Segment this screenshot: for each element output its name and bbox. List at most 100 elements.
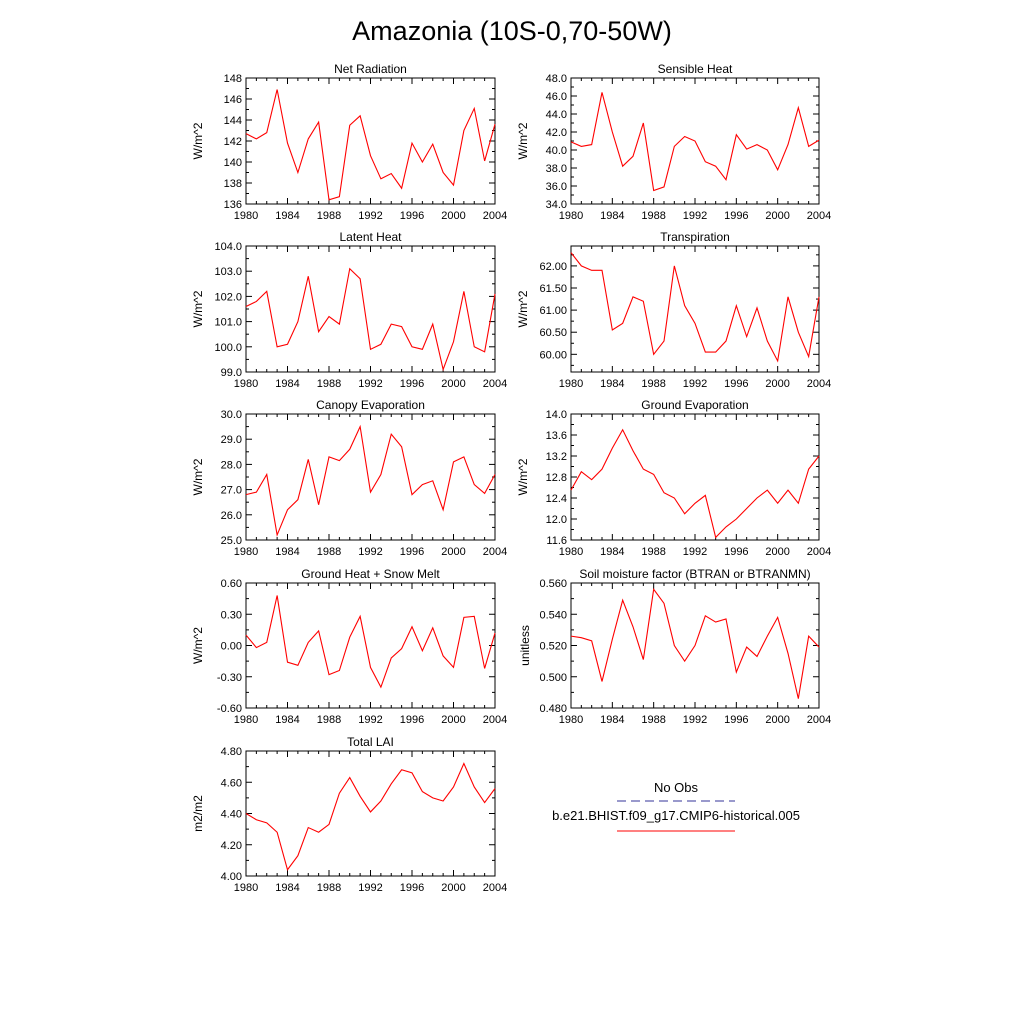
x-tick-label: 1980: [234, 210, 258, 222]
y-tick-label: 4.60: [221, 777, 242, 789]
y-axis-label: unitless: [518, 625, 532, 666]
y-tick-label: 12.4: [546, 493, 567, 505]
x-tick-label: 2000: [441, 210, 465, 222]
x-tick-label: 2000: [441, 714, 465, 726]
series-line-0: [570, 92, 820, 192]
y-tick-label: 25.0: [221, 535, 242, 547]
x-tick-label: 1980: [234, 378, 258, 390]
x-tick-label: 2000: [765, 714, 789, 726]
y-tick-label: 4.20: [221, 840, 242, 852]
y-tick-label: 99.0: [221, 367, 242, 379]
y-axis-label: m2/m2: [191, 795, 205, 832]
x-tick-label: 1996: [724, 378, 748, 390]
x-tick-label: 1980: [559, 546, 583, 558]
x-tick-label: 1996: [724, 210, 748, 222]
panels: Net Radiation 1980 1984 1988 1992 1996 2000 200…: [191, 62, 831, 894]
x-tick-label: 1984: [600, 210, 624, 222]
x-tick-label: 1988: [641, 546, 665, 558]
y-tick-label: 28.0: [221, 459, 242, 471]
x-tick-label: 1980: [234, 546, 258, 558]
x-tick-label: 2004: [483, 882, 507, 894]
y-tick-label: 4.00: [221, 871, 242, 883]
x-tick-label: 2000: [441, 882, 465, 894]
x-tick-label: 1988: [641, 378, 665, 390]
y-tick-label: 61.00: [539, 305, 567, 317]
y-tick-label: 36.0: [546, 181, 567, 193]
x-tick-label: 1980: [559, 378, 583, 390]
x-tick-label: 2000: [765, 378, 789, 390]
x-tick-label: 1984: [600, 546, 624, 558]
legend-label-model: b.e21.BHIST.f09_g17.CMIP6-historical.005: [552, 808, 800, 823]
y-tick-label: 30.0: [221, 409, 242, 421]
x-tick-label: 1984: [600, 378, 624, 390]
x-tick-label: 1992: [683, 210, 707, 222]
x-tick-label: 1988: [317, 378, 341, 390]
y-tick-label: 102.0: [214, 291, 242, 303]
x-tick-label: 1996: [724, 546, 748, 558]
y-tick-label: 60.00: [539, 349, 567, 361]
x-tick-label: 2000: [441, 378, 465, 390]
panel-title: Transpiration: [660, 230, 730, 244]
y-tick-label: 100.0: [214, 342, 242, 354]
series-line-0: [245, 762, 496, 871]
y-axis-label: W/m^2: [191, 627, 205, 664]
y-tick-label: 4.80: [221, 746, 242, 758]
panel-title: Canopy Evaporation: [316, 398, 425, 412]
series-line-0: [245, 267, 496, 372]
legend: No Obs b.e21.BHIST.f09_g17.CMIP6-histori…: [552, 780, 800, 832]
x-tick-label: 2004: [807, 378, 831, 390]
y-axis-label: W/m^2: [516, 290, 530, 327]
x-tick-label: 1984: [275, 882, 299, 894]
x-tick-label: 1984: [275, 210, 299, 222]
y-tick-label: -0.30: [217, 672, 242, 684]
y-tick-label: 40.0: [546, 145, 567, 157]
x-tick-label: 2000: [441, 546, 465, 558]
series-line-0: [570, 587, 820, 699]
panel-title: Ground Heat + Snow Melt: [301, 567, 440, 581]
panel-0: Net Radiation 1980 1984 1988 1992 1996 2000 200…: [191, 62, 507, 222]
figure-title: Amazonia (10S-0,70-50W): [352, 16, 672, 46]
y-tick-label: 11.6: [546, 535, 567, 547]
y-tick-label: 0.30: [221, 609, 242, 621]
y-tick-label: 144: [224, 115, 242, 127]
y-tick-label: 38.0: [546, 163, 567, 175]
x-tick-label: 2004: [483, 714, 507, 726]
y-tick-label: 0.560: [539, 578, 567, 590]
y-tick-label: 140: [224, 157, 242, 169]
x-tick-label: 1996: [400, 378, 424, 390]
panel-8: Total LAI 1980 1984 1988 1992 1996 2000 2004 4.0…: [191, 735, 507, 894]
panel-title: Total LAI: [347, 735, 394, 749]
x-tick-label: 1996: [400, 714, 424, 726]
y-tick-label: 4.40: [221, 809, 242, 821]
x-tick-label: 1984: [600, 714, 624, 726]
y-axis-label: W/m^2: [191, 290, 205, 327]
y-tick-label: 26.0: [221, 510, 242, 522]
x-tick-label: 2000: [765, 546, 789, 558]
panel-title: Latent Heat: [339, 230, 402, 244]
y-tick-label: 0.500: [539, 672, 567, 684]
x-tick-label: 2004: [807, 546, 831, 558]
panel-3: Transpiration 1980 1984 1988 1992 1996 2000 200…: [516, 230, 831, 390]
y-tick-label: 0.540: [539, 609, 567, 621]
panel-6: Ground Heat + Snow Melt 1980 1984 1988 1992 1…: [191, 567, 507, 726]
x-tick-label: 1992: [683, 546, 707, 558]
y-tick-label: 136: [224, 199, 242, 211]
legend-label-no-obs: No Obs: [654, 780, 699, 795]
x-tick-label: 1980: [234, 882, 258, 894]
y-tick-label: 13.2: [546, 451, 567, 463]
y-axis-label: W/m^2: [516, 458, 530, 495]
y-tick-label: 142: [224, 136, 242, 148]
y-tick-label: 48.0: [546, 73, 567, 85]
y-axis-label: W/m^2: [191, 458, 205, 495]
x-tick-label: 2000: [765, 210, 789, 222]
x-tick-label: 1996: [400, 882, 424, 894]
x-tick-label: 1988: [641, 714, 665, 726]
panel-4: Canopy Evaporation 1980 1984 1988 1992 1996 20…: [191, 398, 507, 558]
x-tick-label: 1984: [275, 546, 299, 558]
x-tick-label: 1992: [358, 882, 382, 894]
y-tick-label: 146: [224, 94, 242, 106]
x-tick-label: 1980: [559, 210, 583, 222]
x-tick-label: 1988: [641, 210, 665, 222]
y-tick-label: 34.0: [546, 199, 567, 211]
